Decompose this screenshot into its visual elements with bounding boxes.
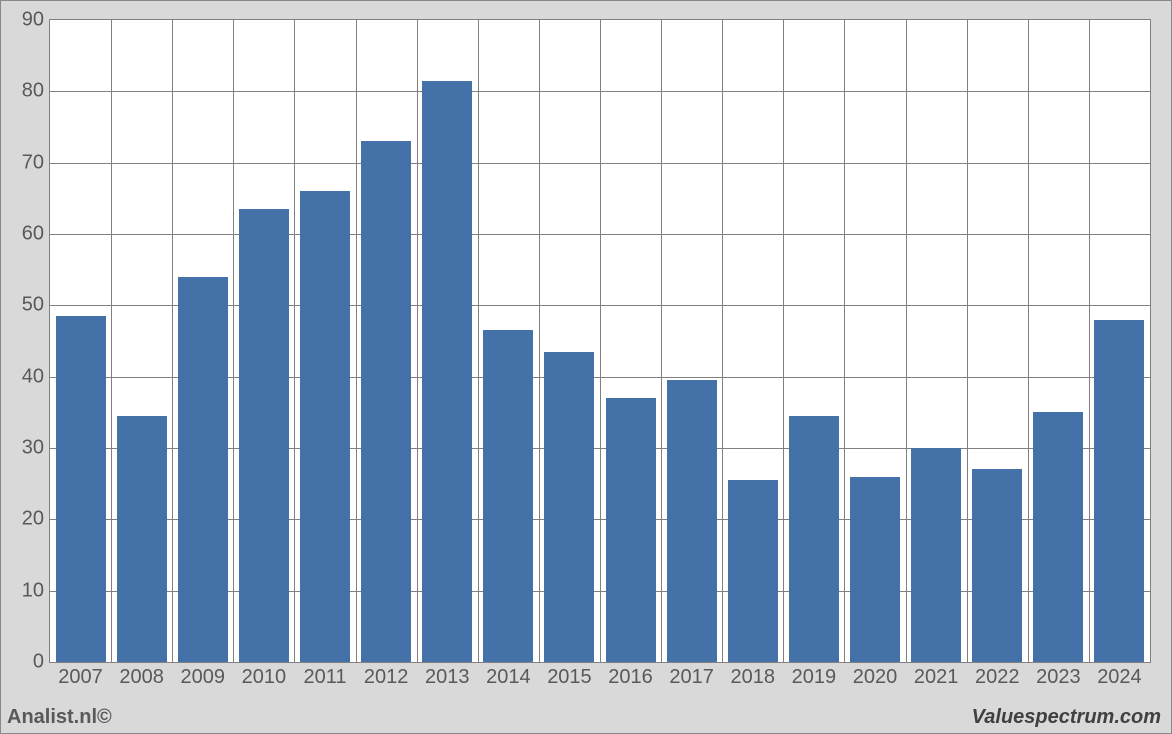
- gridline-v: [661, 20, 662, 662]
- bar: [239, 209, 289, 662]
- x-tick-label: 2015: [547, 666, 592, 689]
- gridline-v: [294, 20, 295, 662]
- x-tick-label: 2010: [242, 666, 287, 689]
- x-tick-label: 2014: [486, 666, 531, 689]
- gridline-v: [356, 20, 357, 662]
- footer-credit-right: Valuespectrum.com: [972, 706, 1161, 729]
- y-tick-label: 50: [22, 294, 44, 317]
- bar: [789, 416, 839, 662]
- x-tick-label: 2023: [1036, 666, 1081, 689]
- gridline-v: [844, 20, 845, 662]
- x-tick-label: 2009: [181, 666, 226, 689]
- bar: [544, 352, 594, 662]
- x-tick-label: 2021: [914, 666, 959, 689]
- bar: [300, 191, 350, 662]
- x-tick-label: 2011: [303, 666, 346, 689]
- bar: [178, 277, 228, 662]
- x-tick-label: 2017: [669, 666, 714, 689]
- y-tick-label: 80: [22, 80, 44, 103]
- chart-frame: 0 10 20 30 40 50 60 70 80 90 2007 2008 2009 2010 2011 2…: [0, 0, 1172, 734]
- y-tick-label: 40: [22, 365, 44, 388]
- bar: [667, 380, 717, 662]
- x-tick-label: 2016: [608, 666, 653, 689]
- x-tick-label: 2008: [119, 666, 164, 689]
- gridline-v: [1028, 20, 1029, 662]
- bar: [972, 469, 1022, 662]
- bar: [1033, 412, 1083, 662]
- x-tick-label: 2012: [364, 666, 409, 689]
- gridline-v: [417, 20, 418, 662]
- gridline-v: [172, 20, 173, 662]
- footer-credit-left: Analist.nl©: [7, 706, 112, 729]
- bar: [911, 448, 961, 662]
- gridline-v: [906, 20, 907, 662]
- x-tick-label: 2019: [792, 666, 837, 689]
- gridline-v: [722, 20, 723, 662]
- bar: [606, 398, 656, 662]
- gridline-v: [539, 20, 540, 662]
- plot-area: 0102030405060708090200720082009201020112…: [49, 19, 1151, 663]
- gridline-v: [967, 20, 968, 662]
- x-tick-label: 2020: [853, 666, 898, 689]
- bar: [483, 330, 533, 662]
- y-tick-label: 60: [22, 223, 44, 246]
- y-tick-label: 10: [22, 579, 44, 602]
- gridline-v: [233, 20, 234, 662]
- bar: [56, 316, 106, 662]
- bar: [728, 480, 778, 662]
- bar: [1094, 320, 1144, 662]
- x-tick-label: 2022: [975, 666, 1020, 689]
- bar: [361, 141, 411, 662]
- gridline-v: [600, 20, 601, 662]
- gridline-v: [783, 20, 784, 662]
- bar: [117, 416, 167, 662]
- y-tick-label: 90: [22, 9, 44, 32]
- y-tick-label: 30: [22, 437, 44, 460]
- gridline-v: [111, 20, 112, 662]
- bar: [422, 81, 472, 662]
- chart-area: 0 10 20 30 40 50 60 70 80 90 2007 2008 2009 2010 2011 2…: [9, 9, 1163, 697]
- x-tick-label: 2007: [58, 666, 103, 689]
- x-tick-label: 2024: [1097, 666, 1142, 689]
- y-tick-label: 70: [22, 151, 44, 174]
- bar: [850, 477, 900, 662]
- gridline-v: [1089, 20, 1090, 662]
- gridline-v: [478, 20, 479, 662]
- y-tick-label: 0: [33, 651, 44, 674]
- x-tick-label: 2018: [731, 666, 776, 689]
- y-tick-label: 20: [22, 508, 44, 531]
- x-tick-label: 2013: [425, 666, 470, 689]
